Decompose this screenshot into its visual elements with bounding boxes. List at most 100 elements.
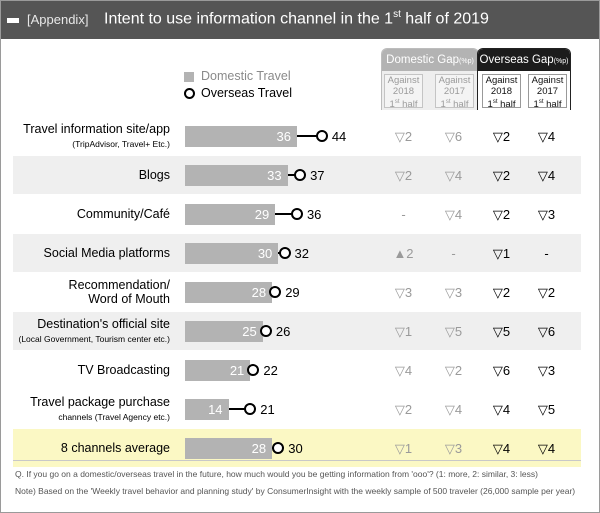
- overseas-marker: [315, 130, 328, 142]
- domestic-value-label: 14: [208, 401, 223, 417]
- domestic-value-label: 36: [276, 128, 291, 144]
- col-ordinal-suffix: st: [492, 99, 498, 105]
- domestic-gap-header: Domestic Gap(%p) Against 2018 1st half Aga…: [381, 48, 479, 110]
- overseas-gap-2017-value: -: [544, 245, 549, 261]
- col-half: half: [453, 99, 469, 111]
- domestic-bar: [185, 203, 276, 225]
- domestic-value-label: 28: [251, 440, 267, 456]
- overseas-gap-2018-value: ▽4: [492, 401, 511, 417]
- domestic-gap-2018-value: ▽4: [394, 362, 413, 378]
- overseas-gap-2017-value: ▽5: [537, 401, 556, 417]
- title-bar: [Appendix] Intent to use information cha…: [1, 1, 599, 39]
- legend-overseas-label: Overseas Travel: [201, 86, 293, 100]
- col-year: 2018: [490, 86, 513, 97]
- domestic-gap-2017-value: ▽3: [444, 440, 463, 456]
- overseas-gap-2018-value: ▽2: [492, 128, 511, 144]
- category-label: Travel information site/app (TripAdvisor,…: [23, 122, 170, 151]
- category-label: Destination's official site (Local Govern…: [19, 317, 171, 346]
- overseas-gap-2017-value: ▽2: [537, 284, 556, 300]
- overseas-gap-2018-value: ▽4: [492, 440, 511, 456]
- overseas-gap-title-text: Overseas Gap: [479, 54, 554, 66]
- domestic-gap-2017-value: ▽4: [444, 167, 463, 183]
- category-label: Blogs: [139, 168, 170, 182]
- overseas-gap-title: Overseas Gap(%p): [478, 49, 570, 71]
- category-label-main: Community/Café: [76, 207, 170, 221]
- title-superscript: st: [393, 9, 401, 20]
- category-label: Social Media platforms: [44, 246, 170, 260]
- title-accent-bar: [7, 18, 19, 23]
- overseas-gap-2017-value: ▽3: [537, 206, 556, 222]
- domestic-gap-col-2018: Against 2018 1st half: [384, 74, 423, 111]
- domestic-bar: [185, 125, 297, 147]
- overseas-value-label: 29: [285, 284, 300, 300]
- col-year: 2018: [392, 86, 415, 97]
- domestic-bar: [185, 437, 273, 459]
- domestic-gap-2018-value: ▽3: [394, 284, 413, 300]
- overseas-gap-header: Overseas Gap(%p) Against 2018 1st half Aga…: [477, 48, 571, 110]
- overseas-gap-col-2017: Against 2017 1st half: [528, 74, 567, 111]
- connector-line: [228, 408, 251, 410]
- legend-bar-swatch: [184, 72, 194, 82]
- domestic-gap-unit: (%p): [459, 58, 474, 65]
- domestic-gap-2017-value: -: [451, 245, 456, 261]
- overseas-marker: [259, 325, 272, 337]
- overseas-gap-2018-value: ▽5: [492, 323, 511, 339]
- col-ordinal: 1: [533, 99, 539, 111]
- source-note: Note) Based on the 'Weekly travel behavi…: [15, 486, 576, 496]
- title-text: Intent to use information channel in the…: [104, 10, 394, 28]
- chart-row: [13, 234, 581, 272]
- domestic-gap-2017-value: ▽4: [444, 206, 463, 222]
- overseas-gap-2018-value: ▽2: [492, 206, 511, 222]
- category-label-main: Recommendation/: [68, 278, 170, 292]
- domestic-gap-2017-value: ▽3: [444, 284, 463, 300]
- category-label-main: 8 channels average: [60, 441, 170, 455]
- domestic-gap-2018-value: ▲2: [393, 245, 414, 261]
- category-label-main: Travel information site/app: [23, 122, 170, 136]
- domestic-gap-title-text: Domestic Gap: [386, 54, 460, 66]
- overseas-value-label: 37: [310, 167, 325, 183]
- col-against: Against: [387, 75, 420, 86]
- overseas-gap-2017-value: ▽4: [537, 440, 556, 456]
- domestic-bar: [185, 398, 229, 420]
- col-ordinal: 1: [389, 99, 395, 111]
- col-year: 2017: [443, 86, 466, 97]
- overseas-gap-2018-value: ▽2: [492, 284, 511, 300]
- overseas-value-label: 30: [288, 440, 303, 456]
- col-ordinal-suffix: st: [538, 99, 544, 105]
- domestic-value-label: 21: [229, 362, 245, 378]
- overseas-marker: [269, 286, 282, 298]
- category-label: Travel package purchase channels (Travel …: [30, 395, 170, 424]
- overseas-marker: [294, 169, 307, 181]
- category-label-main: Destination's official site: [37, 317, 170, 331]
- col-ordinal: 1: [440, 99, 446, 111]
- footer-divider: [13, 460, 581, 461]
- col-ordinal: 1: [487, 99, 493, 111]
- overseas-gap-2017-value: ▽6: [537, 323, 556, 339]
- overseas-gap-2018-value: ▽2: [492, 167, 511, 183]
- category-label-main: Social Media platforms: [43, 246, 170, 260]
- chart-row: [13, 312, 581, 350]
- overseas-marker: [272, 442, 285, 454]
- domestic-gap-col-2017: Against 2017 1st half: [435, 74, 474, 111]
- overseas-gap-2017-value: ▽4: [537, 128, 556, 144]
- overseas-marker: [278, 247, 291, 259]
- overseas-marker: [247, 364, 260, 376]
- domestic-bar: [185, 164, 288, 186]
- col-ordinal-suffix: st: [445, 99, 451, 105]
- title-prefix: [Appendix]: [27, 12, 89, 27]
- domestic-gap-2017-value: ▽5: [444, 323, 463, 339]
- col-half: half: [402, 99, 418, 111]
- category-label-sub: (TripAdvisor, Travel+ Etc.): [72, 139, 170, 149]
- category-label-main: Blogs: [138, 168, 170, 182]
- title-text-end: half of 2019: [400, 10, 489, 28]
- domestic-bar: [185, 281, 273, 303]
- col-half: half: [546, 99, 562, 111]
- domestic-gap-title: Domestic Gap(%p): [382, 49, 478, 71]
- col-against: Against: [438, 75, 471, 86]
- overseas-value-label: 22: [263, 362, 278, 378]
- overseas-gap-2018-value: ▽1: [492, 245, 511, 261]
- domestic-gap-2018-value: -: [401, 206, 406, 222]
- survey-question-note: Q. If you go on a domestic/overseas trav…: [15, 469, 538, 479]
- category-label: 8 channels average: [61, 441, 170, 455]
